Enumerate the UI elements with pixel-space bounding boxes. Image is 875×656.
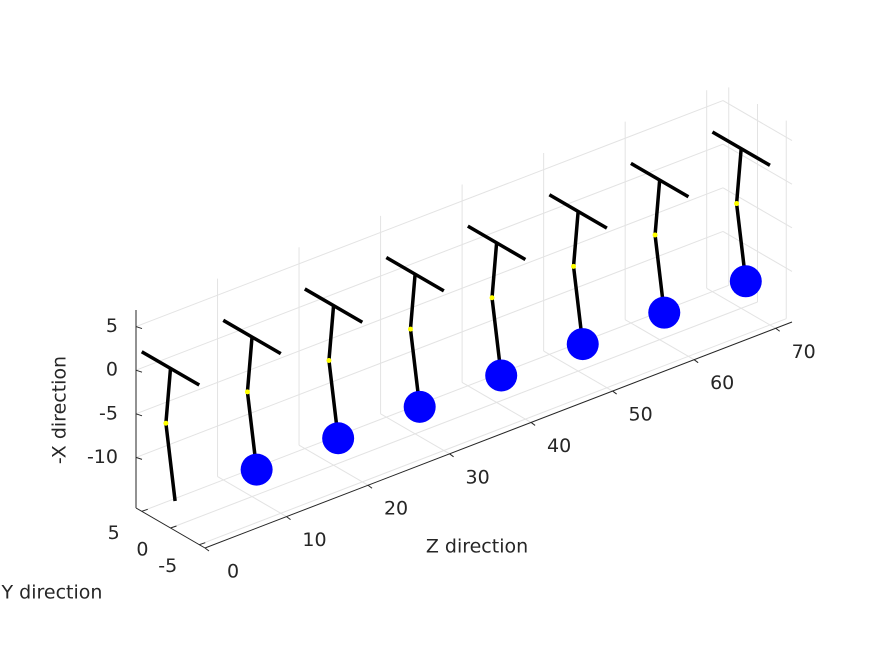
pendulum-joint <box>326 358 332 364</box>
y-tick <box>141 508 148 512</box>
grid-line <box>722 230 793 272</box>
x-tick-label: 70 <box>792 341 816 363</box>
pendulum-bob <box>240 453 273 486</box>
x-tick-label: 40 <box>547 435 571 457</box>
pendulum-rod <box>164 368 177 502</box>
y-tick-label: 5 <box>108 522 120 544</box>
grid-line <box>722 100 793 142</box>
x-tick-label: 30 <box>465 466 489 488</box>
x-tick <box>693 359 699 364</box>
z-axis-label: -X direction <box>49 356 71 464</box>
pendulum-rod <box>571 211 585 345</box>
x-tick-label: 10 <box>302 529 326 551</box>
z-tick <box>135 369 143 373</box>
pendulum-bob <box>729 265 762 298</box>
y-tick-label: 0 <box>136 539 148 561</box>
z-tick-label: 0 <box>106 359 118 381</box>
z-tick <box>135 413 143 417</box>
z-tick <box>135 326 143 330</box>
z-tick-label: 5 <box>106 315 118 337</box>
pendulum-rod <box>245 336 259 470</box>
pendulum-rod <box>653 179 667 313</box>
grid-line <box>135 230 724 458</box>
pendulum-rod <box>490 242 503 376</box>
y-tick-label: -5 <box>158 555 177 577</box>
pendulum-bob <box>566 328 599 361</box>
z-tick <box>135 456 143 460</box>
grid-line <box>722 187 793 229</box>
pendulum-bob <box>648 296 681 329</box>
grid-line <box>170 301 758 529</box>
x-tick-label: 50 <box>629 404 653 426</box>
x-tick <box>530 422 536 426</box>
pendulum-rod <box>327 305 340 439</box>
grid-line <box>722 143 793 185</box>
pendulum-joint <box>652 232 658 238</box>
grid-line <box>141 284 729 512</box>
y-tick <box>170 525 177 529</box>
pendulum-bob <box>485 359 518 392</box>
pendulum-joint <box>163 420 169 426</box>
pendulum-joint <box>734 201 740 207</box>
pendulum-joint <box>407 326 413 332</box>
grid-line <box>135 187 724 415</box>
y-tick <box>199 542 206 546</box>
z-tick-label: -10 <box>87 446 118 468</box>
pendulum-joint <box>571 263 577 269</box>
x-tick-label: 20 <box>384 498 408 520</box>
pendulum-joint <box>489 295 495 301</box>
x-tick <box>612 390 617 395</box>
pendulum-rod <box>734 148 748 282</box>
grid-line <box>199 318 787 546</box>
x-tick <box>449 453 454 458</box>
x-axis-label: Z direction <box>426 536 528 558</box>
y-axis-label: Y direction <box>1 582 103 604</box>
pendulum-rod <box>408 274 422 408</box>
x-tick <box>204 547 210 552</box>
pendulum-joint <box>244 389 250 395</box>
x-tick <box>367 484 373 489</box>
grid-line <box>135 100 724 328</box>
z-tick-label: -5 <box>99 402 118 424</box>
grid-line <box>135 143 724 371</box>
x-tick-label: 0 <box>227 561 239 583</box>
x-tick-label: 60 <box>710 372 734 394</box>
x-tick <box>286 516 291 521</box>
pendulum-bob <box>403 390 436 423</box>
pendulum-bob <box>322 422 355 455</box>
x-tick <box>775 327 780 332</box>
